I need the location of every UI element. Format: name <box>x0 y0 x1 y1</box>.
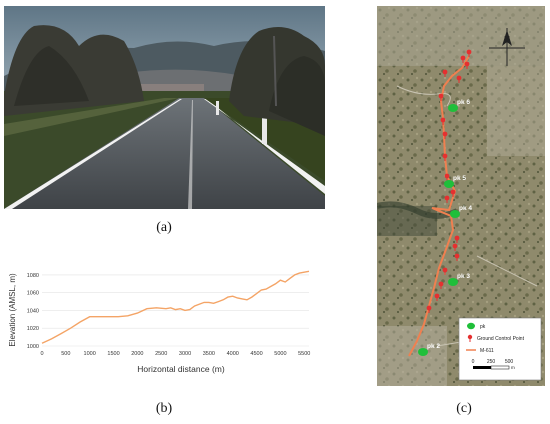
x-tick-label: 500 <box>61 351 70 357</box>
gcp-marker-icon <box>466 49 472 57</box>
legend-pk-label: pk <box>480 324 486 330</box>
gcp-marker-icon <box>456 75 462 83</box>
y-tick-label: 1020 <box>27 326 39 332</box>
x-tick-label: 5000 <box>274 351 286 357</box>
pk-marker-icon <box>450 210 460 218</box>
caption-a: (a) <box>156 220 172 235</box>
caption-b: (b) <box>155 401 173 416</box>
x-tick-label: 2500 <box>155 351 167 357</box>
x-tick-label: 0 <box>40 351 43 357</box>
pk-label: pk 2 <box>427 343 440 350</box>
pk-marker-icon <box>448 104 458 112</box>
pk-markers: pk 6 pk 5 pk 4 pk 3 pk 2 <box>418 99 472 356</box>
x-tick-label: 5500 <box>298 351 310 357</box>
x-tick-label: 2000 <box>131 351 143 357</box>
scale-tick-500: 500 <box>505 359 514 365</box>
satellite-map: pk 6 pk 5 pk 4 pk 3 pk 2 N pk Ground Control… <box>377 6 545 386</box>
gcp-marker-icon <box>440 117 446 125</box>
gcp-marker-icon <box>442 69 448 77</box>
scale-unit: m <box>511 365 515 370</box>
caption-c: (c) <box>456 401 472 416</box>
pk-label: pk 6 <box>457 99 470 106</box>
map-legend: pk Ground Control Point M-611 0 250 500 … <box>458 317 542 381</box>
gcp-marker-icon <box>438 93 444 101</box>
x-tick-label: 1000 <box>84 351 96 357</box>
legend-road-label: M-611 <box>480 348 494 354</box>
pk-marker-icon <box>448 278 458 286</box>
x-tick-label: 4000 <box>227 351 239 357</box>
legend-gcp-icon <box>467 334 473 342</box>
gcp-marker-icon <box>454 253 460 261</box>
legend-pk-icon <box>467 322 475 330</box>
pk-marker-icon <box>418 348 428 356</box>
road-photo-illustration <box>4 6 325 209</box>
gcp-marker-icon <box>452 243 458 251</box>
gcp-marker-icon <box>426 305 432 313</box>
elevation-profile-line <box>41 270 310 344</box>
pk-label: pk 4 <box>459 205 472 212</box>
ground-control-points <box>426 49 472 313</box>
y-tick-label: 1080 <box>27 273 39 279</box>
elevation-chart: 0 500 1000 1500 2000 2500 3000 3500 4000 4500 5000… <box>0 256 320 380</box>
gcp-marker-icon <box>438 281 444 289</box>
x-tick-label: 3000 <box>179 351 191 357</box>
gcp-marker-icon <box>460 55 466 63</box>
scale-tick-250: 250 <box>487 359 496 365</box>
scale-bar <box>473 365 510 370</box>
gcp-marker-icon <box>434 293 440 301</box>
y-tick-labels: 1000 1020 1040 1060 1080 <box>27 273 39 350</box>
gcp-marker-icon <box>450 189 456 197</box>
gcp-marker-icon <box>442 153 448 161</box>
x-tick-label: 3500 <box>203 351 215 357</box>
x-tick-labels: 0 500 1000 1500 2000 2500 3000 3500 4000 4500 5000… <box>40 351 310 357</box>
y-tick-label: 1060 <box>27 291 39 297</box>
road-m611 <box>408 55 470 357</box>
north-label: N <box>504 35 510 44</box>
gcp-marker-icon <box>454 235 460 243</box>
x-axis-label: Horizontal distance (m) <box>137 364 225 374</box>
y-tick-label: 1040 <box>27 308 39 314</box>
legend-gcp-label: Ground Control Point <box>477 336 525 342</box>
gcp-marker-icon <box>444 195 450 203</box>
x-tick-label: 1500 <box>107 351 119 357</box>
pk-label: pk 3 <box>457 273 470 280</box>
pk-marker-icon <box>444 180 454 188</box>
gcp-marker-icon <box>464 61 470 69</box>
y-tick-label: 1000 <box>27 344 39 350</box>
x-tick-label: 4500 <box>250 351 262 357</box>
scale-tick-0: 0 <box>472 359 475 365</box>
road-photo <box>4 6 325 209</box>
pk-label: pk 5 <box>453 175 466 182</box>
north-arrow-icon: N <box>489 28 525 66</box>
elevation-chart-svg: 0 500 1000 1500 2000 2500 3000 3500 4000 4500 5000… <box>8 270 310 374</box>
y-axis-label: Elevation (AMSL, m) <box>8 273 17 347</box>
chart-grid <box>42 274 309 347</box>
gcp-marker-icon <box>442 267 448 275</box>
gcp-marker-icon <box>442 131 448 139</box>
satellite-map-svg: pk 6 pk 5 pk 4 pk 3 pk 2 N pk Ground Control… <box>377 6 545 386</box>
